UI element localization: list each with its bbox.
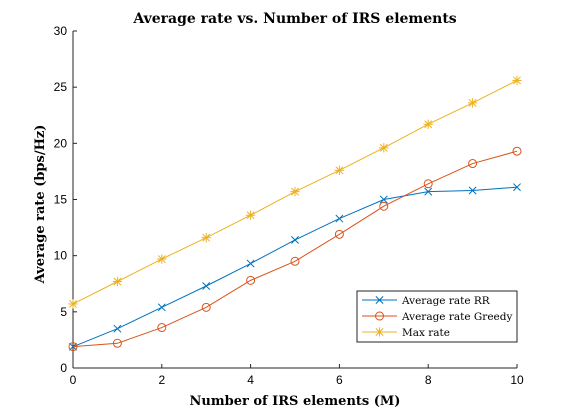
marker-stroke	[334, 229, 344, 239]
legend-marker	[375, 296, 384, 304]
data-point	[467, 98, 478, 108]
data-point	[423, 119, 433, 129]
legend-marker	[374, 327, 385, 337]
y-tick-label: 5	[60, 305, 67, 319]
legend-label: Average rate RR	[401, 295, 491, 307]
marker-stroke	[379, 195, 388, 204]
data-point	[113, 324, 122, 333]
marker-stroke	[202, 282, 211, 290]
data-point	[157, 254, 167, 264]
data-series	[68, 75, 522, 352]
marker-stroke	[157, 323, 167, 333]
data-point	[290, 186, 300, 197]
marker-stroke	[113, 324, 122, 333]
data-point	[290, 256, 300, 266]
legend-item: Average rate Greedy	[362, 311, 512, 323]
marker-stroke	[246, 275, 256, 285]
x-axis-label: Number of IRS elements (M)	[190, 394, 401, 409]
x-tick-label: 6	[336, 373, 343, 387]
data-point	[379, 195, 388, 204]
data-point	[335, 214, 344, 223]
data-point	[513, 183, 521, 192]
y-tick-label: 10	[54, 249, 68, 263]
marker-stroke	[424, 187, 433, 196]
data-point	[379, 201, 389, 211]
marker-stroke	[513, 183, 521, 192]
chart-title: Average rate vs. Number of IRS elements	[132, 11, 456, 27]
marker-stroke	[468, 186, 477, 195]
data-point	[468, 159, 478, 169]
y-axis-label: Average rate (bps/Hz)	[33, 125, 48, 285]
legend-item: Average rate RR	[362, 295, 491, 307]
data-point	[334, 229, 344, 239]
y-tick-label: 20	[54, 136, 68, 150]
data-point	[157, 323, 167, 333]
legend-label: Average rate Greedy	[401, 311, 512, 323]
marker-stroke	[112, 338, 122, 348]
x-tick-label: 2	[158, 373, 165, 387]
x-tick-label: 10	[510, 373, 524, 387]
marker-stroke	[375, 296, 384, 304]
data-point	[201, 302, 211, 312]
y-tick-label: 15	[54, 193, 68, 207]
series-line	[72, 150, 518, 348]
series-2	[68, 75, 522, 309]
data-point	[246, 259, 255, 268]
axis-ticks: 0 2 4 6 8 10 0 5 10 15 20 25 30	[54, 24, 524, 387]
marker-stroke	[512, 146, 522, 156]
data-point	[201, 233, 211, 243]
data-point	[112, 338, 122, 348]
legend-label: Max rate	[402, 327, 450, 339]
legend-marker	[375, 311, 384, 321]
marker-stroke	[375, 311, 384, 321]
marker-stroke	[291, 235, 299, 244]
marker-stroke	[68, 342, 78, 352]
data-point	[157, 303, 166, 312]
marker-stroke	[468, 159, 478, 169]
legend-item: Max rate	[362, 327, 450, 339]
y-tick-label: 25	[54, 80, 68, 94]
marker-stroke	[379, 201, 389, 211]
x-tick-label: 4	[247, 373, 254, 387]
marker-stroke	[290, 256, 300, 266]
marker-stroke	[335, 214, 344, 223]
chart-legend: Average rate RR Average rate Greedy Max ra…	[356, 290, 518, 343]
marker-stroke	[423, 179, 433, 189]
data-point	[68, 342, 78, 352]
y-tick-label: 30	[54, 24, 68, 38]
data-point	[202, 282, 211, 290]
data-point	[424, 187, 433, 196]
series-1	[68, 146, 522, 352]
data-point	[246, 275, 256, 285]
data-point	[291, 235, 299, 244]
data-point	[245, 210, 256, 220]
marker-stroke	[201, 302, 211, 312]
data-point	[68, 299, 78, 309]
y-tick-label: 0	[60, 361, 67, 375]
data-point	[112, 276, 123, 287]
data-point	[334, 165, 345, 175]
data-point	[379, 143, 389, 153]
data-point	[423, 179, 433, 189]
marker-stroke	[157, 303, 166, 312]
x-tick-label: 8	[425, 373, 432, 387]
x-tick-label: 0	[70, 373, 77, 387]
data-point	[512, 146, 522, 156]
data-point	[512, 75, 522, 86]
data-point	[468, 186, 477, 195]
marker-stroke	[246, 259, 255, 268]
